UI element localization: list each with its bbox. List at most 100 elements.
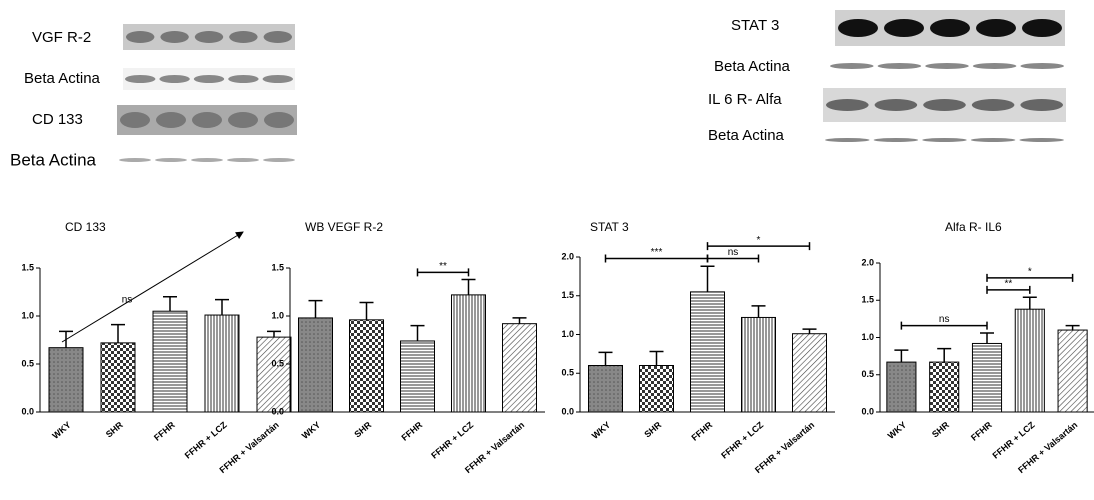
blot-band bbox=[1020, 99, 1063, 111]
bar bbox=[793, 334, 827, 412]
blot-label: VGF R-2 bbox=[32, 29, 91, 46]
blot-band bbox=[971, 138, 1016, 142]
bar bbox=[49, 348, 83, 412]
blot-band bbox=[923, 99, 966, 111]
blot-band bbox=[976, 19, 1016, 37]
y-tick-label: 2.0 bbox=[861, 257, 874, 267]
blot-band bbox=[191, 158, 223, 162]
y-tick-label: 0.5 bbox=[21, 358, 34, 368]
bar bbox=[691, 292, 725, 412]
error-bar bbox=[163, 297, 177, 311]
x-tick-label: FFHR + LCZ bbox=[183, 419, 229, 460]
blot-band bbox=[875, 99, 918, 111]
bar bbox=[930, 362, 959, 412]
y-tick-label: 1.5 bbox=[561, 290, 574, 300]
error-bar bbox=[215, 300, 229, 315]
bar bbox=[452, 295, 486, 412]
blot-band bbox=[228, 75, 258, 83]
y-tick-label: 1.0 bbox=[561, 329, 574, 339]
blot-band bbox=[1020, 63, 1064, 69]
blot-band bbox=[1022, 19, 1062, 37]
error-bar bbox=[411, 326, 425, 341]
blot-band bbox=[126, 31, 154, 43]
bar bbox=[972, 343, 1001, 412]
blot-label: Beta Actina bbox=[708, 127, 785, 144]
y-tick-label: 1.5 bbox=[271, 262, 284, 272]
error-bar bbox=[803, 329, 817, 334]
bar bbox=[350, 320, 384, 412]
error-bar bbox=[894, 350, 908, 362]
error-bar bbox=[513, 318, 527, 324]
blot-band bbox=[838, 19, 878, 37]
bar bbox=[1058, 330, 1087, 412]
bar bbox=[887, 362, 916, 412]
significance-label: ** bbox=[439, 261, 447, 272]
bar bbox=[257, 337, 291, 412]
bar bbox=[589, 366, 623, 413]
error-bar bbox=[360, 303, 374, 320]
y-tick-label: 0.5 bbox=[271, 358, 284, 368]
x-tick-label: SHR bbox=[930, 419, 951, 439]
y-tick-label: 0.5 bbox=[561, 368, 574, 378]
error-bar bbox=[267, 331, 281, 337]
x-tick-label: FFHR bbox=[399, 419, 424, 442]
blot-label: Beta Actina bbox=[24, 70, 101, 87]
blot-band bbox=[973, 63, 1017, 69]
blot-band bbox=[878, 63, 922, 69]
error-bar bbox=[599, 352, 613, 365]
blot-band bbox=[972, 99, 1015, 111]
blot-band bbox=[155, 158, 187, 162]
chart-title: CD 133 bbox=[65, 220, 106, 234]
bar bbox=[742, 317, 776, 412]
blot-band bbox=[227, 158, 259, 162]
blot-band bbox=[120, 112, 150, 128]
x-tick-label: FFHR + LCZ bbox=[719, 419, 765, 460]
chart-title: Alfa R- IL6 bbox=[945, 220, 1002, 234]
error-bar bbox=[937, 349, 951, 362]
blot-band bbox=[263, 75, 293, 83]
blot-band bbox=[922, 138, 967, 142]
significance-label: ** bbox=[1005, 278, 1013, 289]
y-tick-label: 0.5 bbox=[861, 369, 874, 379]
blot-band bbox=[228, 112, 258, 128]
error-bar bbox=[650, 352, 664, 366]
blot-band bbox=[930, 19, 970, 37]
blot-label: STAT 3 bbox=[731, 17, 779, 34]
bar bbox=[1015, 309, 1044, 412]
bar bbox=[401, 341, 435, 412]
bar bbox=[205, 315, 239, 412]
error-bar bbox=[462, 280, 476, 295]
x-tick-label: WKY bbox=[50, 420, 73, 441]
x-tick-label: FFHR bbox=[969, 419, 994, 442]
blot-band bbox=[925, 63, 969, 69]
blot-band bbox=[825, 138, 870, 142]
error-bar bbox=[980, 333, 994, 343]
blot-band bbox=[192, 112, 222, 128]
blot-band bbox=[119, 158, 151, 162]
x-tick-label: WKY bbox=[590, 420, 613, 441]
blot-band bbox=[195, 31, 223, 43]
x-tick-label: WKY bbox=[300, 420, 323, 441]
y-tick-label: 1.0 bbox=[21, 310, 34, 320]
error-bar bbox=[1066, 326, 1080, 330]
blot-band bbox=[125, 75, 155, 83]
y-tick-label: 0.0 bbox=[21, 406, 34, 416]
blot-band bbox=[830, 63, 874, 69]
blot-band bbox=[874, 138, 919, 142]
error-bar bbox=[701, 266, 715, 292]
bar bbox=[101, 343, 135, 412]
figure: VGF R-2 Beta Actina CD 133 Beta Actina S… bbox=[0, 0, 1094, 500]
error-bar bbox=[59, 331, 73, 347]
y-tick-label: 1.5 bbox=[861, 295, 874, 305]
chart-title: STAT 3 bbox=[590, 220, 629, 234]
chart-title: WB VEGF R-2 bbox=[305, 220, 383, 234]
annotation: ns bbox=[122, 295, 133, 306]
bar bbox=[153, 311, 187, 412]
y-tick-label: 2.0 bbox=[561, 251, 574, 261]
blot-band bbox=[1019, 138, 1064, 142]
y-tick-label: 0.0 bbox=[561, 406, 574, 416]
x-tick-label: SHR bbox=[642, 419, 663, 439]
blot-label: Beta Actina bbox=[10, 150, 97, 169]
blot-band bbox=[159, 75, 189, 83]
blot-band bbox=[194, 75, 224, 83]
